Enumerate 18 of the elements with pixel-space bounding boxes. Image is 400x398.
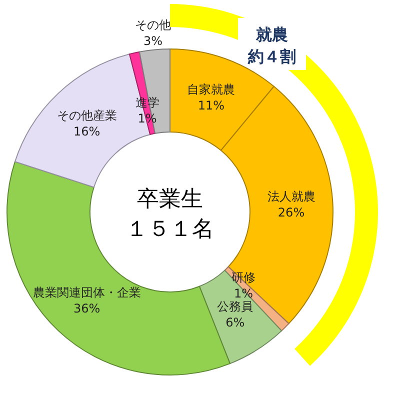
data-label: 3% (144, 34, 163, 48)
slice-label: 公務員 (217, 300, 254, 314)
text: 卒業生 (137, 187, 203, 212)
text: 就農 (255, 25, 288, 44)
data-label: 26% (278, 205, 305, 220)
data-label: 6% (226, 316, 245, 330)
data-label: 1% (234, 286, 254, 301)
slice-label: 自家就農 (187, 82, 236, 97)
donut-slice (198, 270, 282, 364)
slice-label: その他 (135, 18, 172, 32)
data-label: 36% (73, 302, 100, 316)
slice-label: その他産業 (56, 108, 117, 122)
data-label: 11% (198, 98, 224, 113)
slice-label: 農業関連団体・企業 (32, 286, 141, 300)
slice-label: 法人就農 (267, 189, 316, 204)
text: １５１名 (126, 217, 214, 242)
data-label: 16% (73, 124, 100, 138)
text: 約４割 (247, 47, 296, 66)
